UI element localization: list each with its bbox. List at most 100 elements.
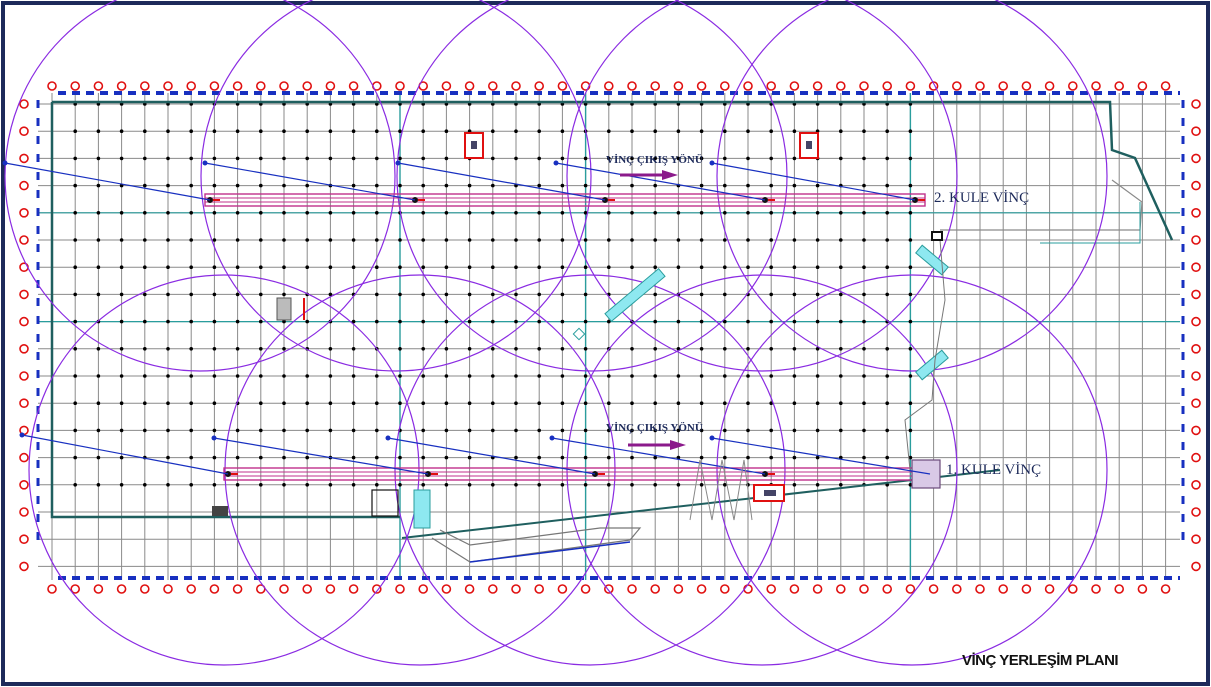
- column-point: [769, 292, 773, 297]
- column-point: [699, 319, 704, 324]
- column-point: [166, 211, 170, 215]
- column-point: [560, 265, 565, 270]
- column-point: [282, 455, 286, 460]
- column-point: [235, 156, 240, 161]
- column-point: [769, 455, 773, 460]
- axis-bubble: [140, 81, 150, 91]
- column-point: [166, 292, 170, 297]
- column-point: [398, 401, 402, 406]
- column-point: [560, 428, 565, 433]
- column-point: [351, 374, 356, 378]
- column-point: [212, 129, 217, 133]
- column-point: [653, 319, 657, 324]
- axis-bubble: [673, 584, 684, 594]
- column-point: [908, 292, 913, 297]
- column-point: [189, 265, 193, 270]
- axis-bubble: [1191, 153, 1201, 164]
- column-point: [189, 483, 193, 487]
- direction-arrow-head: [662, 170, 678, 180]
- column-point: [908, 455, 913, 460]
- column-point: [189, 238, 193, 242]
- axis-bubble: [1160, 81, 1171, 91]
- column-point: [723, 428, 727, 433]
- reach-circle: [716, 0, 1108, 372]
- column-point: [839, 211, 843, 215]
- column-point: [189, 156, 193, 161]
- column-point: [119, 211, 124, 215]
- column-point: [328, 156, 333, 161]
- column-point: [351, 483, 356, 487]
- axis-bubble: [1068, 584, 1078, 594]
- column-point: [467, 292, 472, 297]
- column-point: [398, 347, 402, 351]
- jib-line: [21, 434, 229, 475]
- column-point: [514, 156, 518, 161]
- column-point: [723, 483, 727, 487]
- column-point: [908, 238, 913, 242]
- column-point: [96, 483, 101, 487]
- reach-circle: [224, 274, 616, 666]
- column-point: [282, 428, 286, 433]
- jib-end: [553, 160, 559, 166]
- crane-rails: [204, 193, 941, 489]
- column-point: [537, 347, 541, 351]
- column-point: [792, 455, 797, 460]
- column-point: [792, 347, 797, 351]
- column-point: [119, 401, 124, 406]
- axis-bubble: [557, 81, 568, 91]
- axis-bubble: [19, 398, 29, 409]
- column-point: [235, 347, 240, 351]
- column-point: [96, 401, 101, 406]
- column-point: [305, 129, 310, 133]
- axis-bubble: [464, 584, 475, 594]
- column-point: [676, 347, 681, 351]
- axis-bubble: [19, 180, 29, 191]
- column-point: [351, 183, 356, 188]
- column-point: [212, 347, 217, 351]
- axis-bubble: [19, 479, 29, 490]
- column-point: [560, 129, 565, 133]
- column-point: [235, 428, 240, 433]
- column-point: [908, 183, 913, 188]
- column-point: [189, 319, 193, 324]
- reach-circle: [716, 274, 1108, 666]
- column-point: [699, 183, 704, 188]
- axis-bubble: [1191, 534, 1201, 545]
- column-point: [862, 238, 866, 242]
- axis-bubble: [1191, 99, 1201, 109]
- column-point: [259, 183, 263, 188]
- haul-route: [904, 239, 946, 471]
- column-point: [676, 455, 681, 460]
- jib-end: [395, 160, 401, 166]
- column-point: [259, 156, 263, 161]
- column-point: [653, 455, 657, 460]
- column-point: [143, 428, 147, 433]
- axis-bubble: [186, 584, 196, 594]
- column-point: [908, 129, 913, 133]
- column-point: [885, 265, 889, 270]
- column-point: [862, 129, 866, 133]
- column-point: [235, 374, 240, 378]
- reach-circle: [566, 0, 958, 372]
- column-point: [189, 347, 193, 351]
- column-point: [885, 374, 889, 378]
- column-point: [676, 374, 681, 378]
- column-point: [839, 483, 843, 487]
- column-point: [862, 211, 866, 215]
- column-point: [119, 428, 124, 433]
- column-point: [259, 401, 263, 406]
- column-point: [862, 455, 866, 460]
- column-point: [583, 156, 588, 161]
- column-point: [96, 292, 101, 297]
- column-point: [537, 156, 541, 161]
- column-point: [560, 156, 565, 161]
- column-point: [96, 374, 101, 378]
- column-point: [351, 401, 356, 406]
- column-point: [491, 211, 495, 215]
- column-point: [189, 455, 193, 460]
- column-point: [96, 428, 101, 433]
- column-point: [212, 183, 217, 188]
- axis-bubble: [348, 584, 359, 594]
- axis-bubble: [859, 81, 869, 91]
- column-point: [630, 156, 634, 161]
